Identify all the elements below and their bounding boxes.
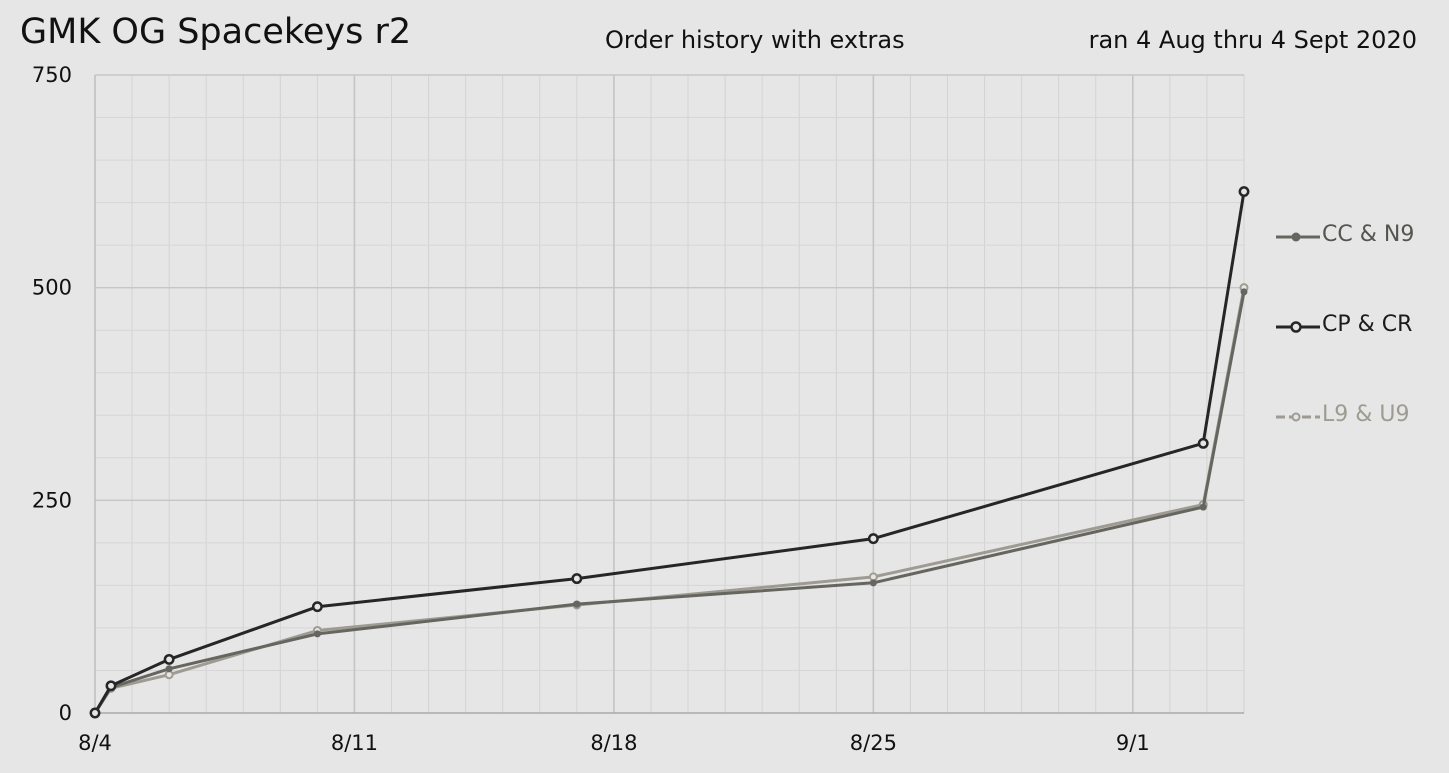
grid-major bbox=[95, 74, 1244, 713]
data-point-cc-n9[interactable] bbox=[165, 665, 173, 673]
data-point-cp-cr[interactable] bbox=[89, 707, 101, 719]
x-tick-label: 8/11 bbox=[331, 731, 378, 755]
data-point-l9-u9[interactable] bbox=[868, 572, 878, 582]
data-point-cc-n9[interactable] bbox=[313, 630, 321, 638]
data-point-cc-n9[interactable] bbox=[869, 579, 877, 587]
y-tick-label: 250 bbox=[32, 488, 72, 512]
legend-swatch-l9-u9 bbox=[1276, 412, 1320, 422]
legend-swatch-cc-n9 bbox=[1276, 232, 1320, 242]
data-point-cc-n9[interactable] bbox=[573, 600, 581, 608]
data-point-cp-cr[interactable] bbox=[311, 601, 323, 613]
chart-title: GMK OG Spacekeys r2 bbox=[20, 12, 412, 52]
legend-label-l9-u9: L9 & U9 bbox=[1322, 402, 1410, 427]
axes bbox=[94, 75, 1244, 714]
chart-subtitle: Order history with extras bbox=[605, 26, 905, 54]
legend-swatch-cp-cr bbox=[1276, 321, 1320, 333]
x-tick-label: 8/18 bbox=[590, 731, 637, 755]
data-point-l9-u9[interactable] bbox=[164, 670, 174, 680]
data-point-cc-n9[interactable] bbox=[1199, 503, 1207, 511]
y-tick-label: 750 bbox=[32, 63, 72, 87]
data-point-cp-cr[interactable] bbox=[571, 573, 583, 585]
date-range-label: ran 4 Aug thru 4 Sept 2020 bbox=[1088, 26, 1417, 54]
series-lines bbox=[89, 186, 1250, 719]
legend-label-cc-n9: CC & N9 bbox=[1322, 222, 1415, 247]
data-point-cp-cr[interactable] bbox=[163, 653, 175, 665]
x-tick-label: 9/1 bbox=[1116, 731, 1150, 755]
data-point-cp-cr[interactable] bbox=[105, 680, 117, 692]
data-point-cp-cr[interactable] bbox=[1238, 186, 1250, 197]
data-point-cc-n9[interactable] bbox=[1240, 288, 1248, 296]
legend-label-cp-cr: CP & CR bbox=[1322, 312, 1413, 337]
y-tick-labels: 0 250 500 750 bbox=[32, 63, 72, 725]
x-tick-label: 8/4 bbox=[78, 731, 112, 755]
y-tick-label: 500 bbox=[32, 276, 72, 300]
data-point-cp-cr[interactable] bbox=[867, 533, 879, 545]
x-tick-labels: 8/4 8/11 8/18 8/25 9/1 bbox=[78, 731, 1150, 755]
x-tick-label: 8/25 bbox=[850, 731, 897, 755]
series-line-cc-n9 bbox=[93, 291, 1246, 714]
grid-minor bbox=[95, 75, 1245, 713]
y-tick-label: 0 bbox=[59, 701, 72, 725]
data-point-cp-cr[interactable] bbox=[1197, 437, 1209, 449]
series-line-cp-cr bbox=[93, 191, 1246, 714]
